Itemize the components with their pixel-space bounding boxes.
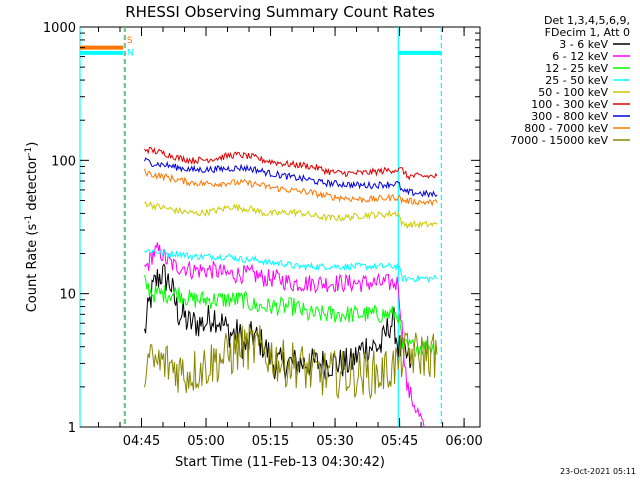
series-line-7000-15000-kev [144, 323, 438, 400]
saa-night-flags: SN [79, 27, 442, 427]
series-line-3-6-kev [144, 263, 412, 380]
y-tick-label: 1000 [43, 21, 76, 36]
x-tick-label: 05:15 [252, 434, 289, 449]
legend-title-line: Det 1,3,4,5,6,9, [544, 14, 630, 27]
series-line-800-7000-kev [144, 168, 438, 207]
series-line-100-300-kev [144, 146, 438, 181]
legend-entry-label: 12 - 25 keV [545, 62, 608, 75]
legend-entry-label: 6 - 12 keV [552, 50, 608, 63]
series-line-300-800-kev [144, 157, 438, 199]
legend-entry-label: 50 - 100 keV [538, 86, 608, 99]
flag-marker-n: N [127, 49, 134, 59]
legend-title-line: FDecim 1, Att 0 [545, 26, 630, 39]
series-line-25-50-kev [144, 248, 438, 284]
legend-entry-label: 25 - 50 keV [545, 74, 608, 87]
series-line-50-100-kev [144, 201, 438, 230]
legend-entry-label: 800 - 7000 keV [524, 122, 608, 135]
legend-entry-label: 3 - 6 keV [559, 38, 608, 51]
x-axis-ticks: 04:45 05:00 05:15 05:30 05:45 06:00 [97, 27, 483, 449]
y-axis-label: Count Rate (s-1 detector-1) [24, 142, 40, 313]
x-axis-label: Start Time (11-Feb-13 04:30:42) [175, 455, 385, 470]
y-tick-label: 100 [51, 154, 76, 169]
x-tick-label: 05:00 [187, 434, 224, 449]
series-line-12-25-kev [144, 274, 438, 357]
legend: Det 1,3,4,5,6,9,FDecim 1, Att 03 - 6 keV… [510, 14, 630, 147]
legend-entry-label: 300 - 800 keV [531, 110, 608, 123]
x-tick-label: 05:30 [316, 434, 353, 449]
legend-entry-label: 7000 - 15000 keV [510, 134, 608, 147]
x-tick-label: 04:45 [123, 434, 160, 449]
series-layer [144, 146, 438, 428]
y-tick-label: 10 [59, 288, 76, 303]
x-tick-label: 06:00 [445, 434, 482, 449]
flag-marker-s: S [127, 36, 133, 46]
footer-stamp: 23-Oct-2021 05:11 [560, 467, 636, 476]
chart-title: RHESSI Observing Summary Count Rates [125, 3, 435, 21]
series-line-6-12-kev [144, 242, 425, 428]
y-axis-ticks: 1 10 100 1000 [43, 21, 480, 436]
legend-entry-label: 100 - 300 keV [531, 98, 608, 111]
y-tick-label: 1 [68, 421, 76, 436]
x-tick-label: 05:45 [381, 434, 418, 449]
